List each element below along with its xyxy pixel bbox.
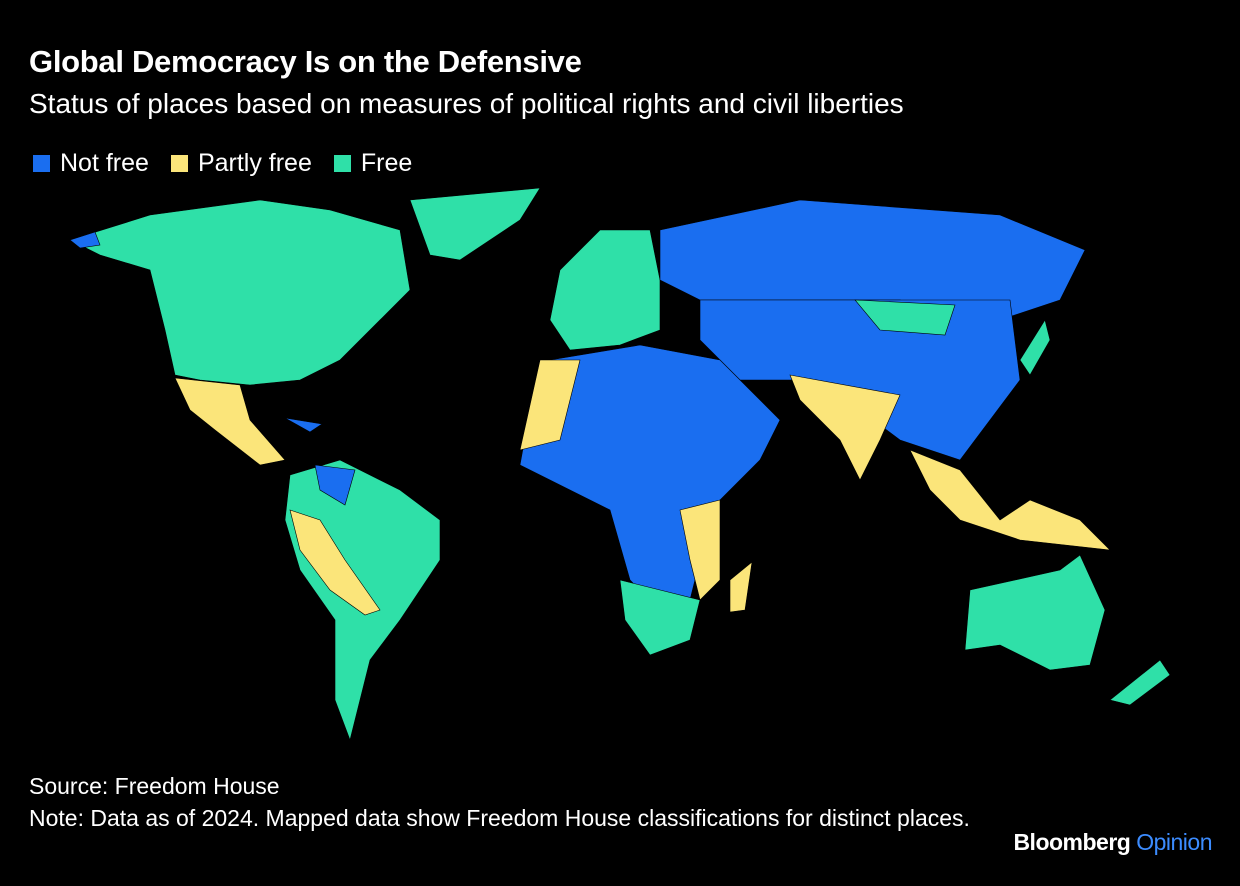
venezuela	[314, 464, 356, 506]
japan	[1019, 319, 1051, 376]
legend-swatch	[33, 155, 50, 172]
andes	[289, 509, 381, 616]
brand-name: Bloomberg	[1013, 829, 1131, 855]
legend: Not free Partly free Free	[33, 149, 412, 178]
east-africa	[679, 499, 721, 601]
legend-swatch	[170, 155, 188, 172]
legend-item: Free	[333, 149, 413, 178]
india	[789, 374, 901, 481]
central-america	[174, 377, 286, 466]
greenland	[409, 187, 541, 261]
southern-africa	[619, 579, 701, 656]
world-map	[69, 187, 1171, 742]
legend-item: Not free	[33, 149, 149, 178]
australia	[964, 554, 1106, 671]
legend-label: Free	[360, 149, 413, 177]
north-america	[69, 199, 411, 386]
madagascar	[729, 561, 753, 613]
legend-label: Partly free	[197, 149, 312, 177]
brand-section: Opinion	[1136, 829, 1212, 855]
west-africa	[519, 359, 581, 451]
legend-swatch	[333, 155, 351, 172]
note: Note: Data as of 2024. Mapped data show …	[29, 805, 970, 831]
europe	[549, 229, 661, 351]
legend-label: Not free	[60, 149, 149, 177]
subtitle: Status of places based on measures of po…	[29, 88, 904, 119]
brand: Bloomberg Opinion	[1013, 829, 1212, 856]
legend-item: Partly free	[170, 149, 312, 178]
new-zealand	[1109, 659, 1171, 706]
title: Global Democracy Is on the Defensive	[29, 44, 582, 79]
alaska-region	[69, 231, 101, 249]
cuba	[284, 417, 323, 433]
southeast-asia	[909, 449, 1111, 551]
source: Source: Freedom House	[29, 773, 280, 799]
mongolia	[854, 299, 956, 336]
